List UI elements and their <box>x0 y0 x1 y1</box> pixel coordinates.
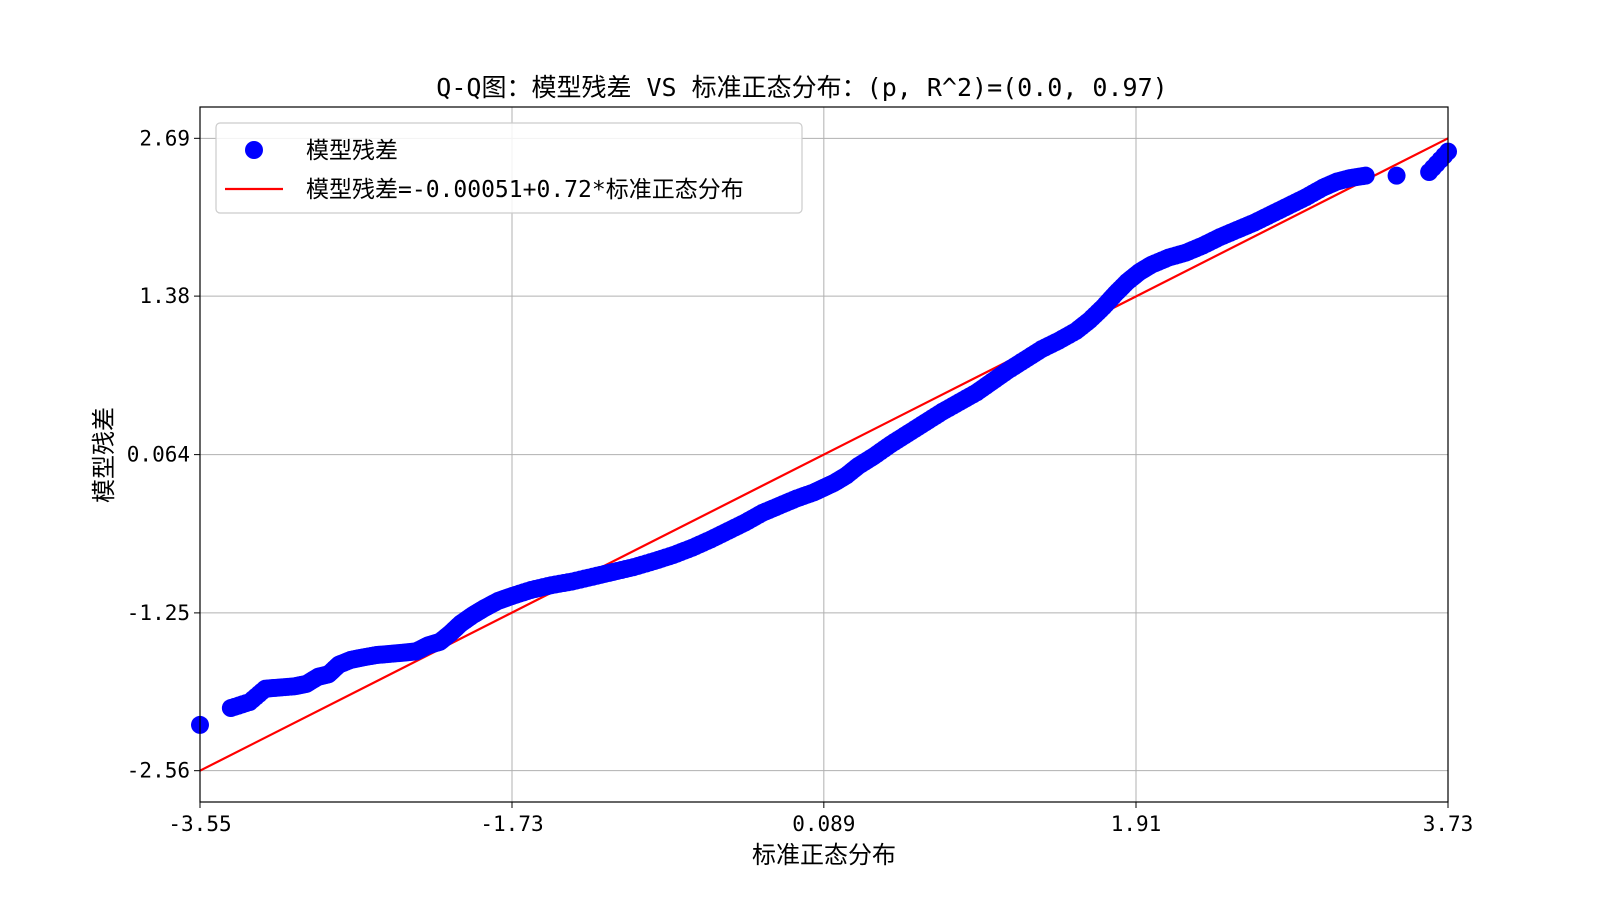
y-tick-label: 2.69 <box>139 126 190 150</box>
x-tick-label: -3.55 <box>168 812 231 836</box>
y-tick-label: -1.25 <box>127 601 190 625</box>
y-tick-label: 0.064 <box>127 443 190 467</box>
x-ticks: -3.55 -1.73 0.089 1.91 3.73 <box>168 802 1473 836</box>
x-tick-label: 0.089 <box>792 812 855 836</box>
y-tick-label: 1.38 <box>139 284 190 308</box>
legend-marker-scatter <box>245 141 263 159</box>
y-axis-label: 模型残差 <box>90 407 118 503</box>
qq-point <box>1387 166 1406 185</box>
reference-line-group <box>199 137 1449 772</box>
chart-title: Q-Q图：模型残差 VS 标准正态分布：(p, R^2)=(0.0, 0.97) <box>436 73 1167 102</box>
x-tick-label: 3.73 <box>1423 812 1474 836</box>
legend-label-scatter: 模型残差 <box>306 138 398 164</box>
legend-label-line: 模型残差=-0.00051+0.72*标准正态分布 <box>306 177 744 203</box>
qq-point <box>1356 166 1375 185</box>
reference-line <box>199 137 1449 772</box>
y-tick-label: -2.56 <box>127 759 190 783</box>
x-axis-label: 标准正态分布 <box>752 841 896 869</box>
y-ticks: 2.69 1.38 0.064 -1.25 -2.56 <box>127 126 200 783</box>
legend: 模型残差 模型残差=-0.00051+0.72*标准正态分布 <box>215 122 803 214</box>
x-tick-label: -1.73 <box>480 812 543 836</box>
legend-box <box>215 122 803 214</box>
x-tick-label: 1.91 <box>1111 812 1162 836</box>
scatter-points <box>191 142 1457 734</box>
